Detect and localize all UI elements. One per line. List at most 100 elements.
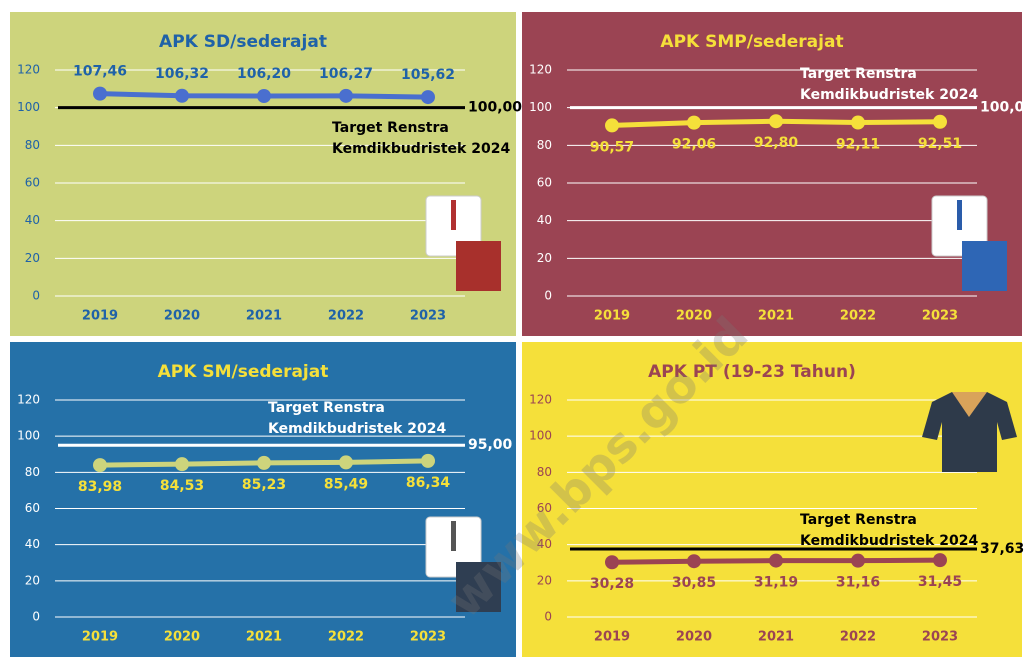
y-tick-label: 0: [544, 610, 552, 624]
data-point: [93, 87, 107, 101]
icon: [451, 200, 456, 230]
y-tick-label: 20: [25, 251, 40, 265]
chart-title: APK SM/sederajat: [158, 362, 329, 382]
y-tick-label: 120: [17, 393, 40, 407]
target-label: 37,63: [980, 541, 1024, 557]
data-point: [851, 554, 865, 568]
y-tick-label: 100: [17, 100, 40, 114]
infographic: APK SD/sederajat 0 20 40 60 80 100 120 100,00 Tar…: [0, 0, 1024, 657]
icon: [451, 521, 456, 551]
data-point: [851, 116, 865, 130]
value-label: 92,51: [918, 136, 962, 152]
data-point: [933, 115, 947, 129]
value-label: 31,16: [836, 575, 880, 591]
y-tick-label: 120: [529, 393, 552, 407]
value-label: 31,45: [918, 574, 962, 590]
y-tick-label: 0: [544, 289, 552, 303]
y-tick-label: 40: [537, 213, 552, 227]
x-tick-label: 2020: [164, 309, 200, 324]
target-text: Target Renstra: [268, 400, 385, 416]
data-point: [687, 116, 701, 130]
y-tick-label: 20: [537, 251, 552, 265]
data-point: [421, 454, 435, 468]
y-tick-label: 20: [25, 573, 40, 587]
x-tick-label: 2021: [758, 309, 794, 324]
icon: [957, 200, 962, 230]
chart-panel: APK SD/sederajat 0 20 40 60 80 100 120 100,00 Tar…: [10, 12, 522, 336]
x-tick-label: 2023: [410, 630, 446, 645]
y-tick-label: 0: [32, 610, 40, 624]
value-label: 85,23: [242, 477, 286, 493]
data-point: [605, 555, 619, 569]
y-tick-label: 100: [17, 429, 40, 443]
data-point: [257, 456, 271, 470]
y-tick-label: 60: [25, 176, 40, 190]
y-tick-label: 80: [537, 138, 552, 152]
y-tick-label: 0: [32, 289, 40, 303]
x-tick-label: 2020: [164, 630, 200, 645]
value-label: 30,85: [672, 575, 716, 591]
data-point: [93, 458, 107, 472]
y-tick-label: 60: [537, 176, 552, 190]
y-tick-label: 120: [17, 63, 40, 77]
value-label: 106,32: [155, 66, 209, 82]
data-point: [257, 89, 271, 103]
x-tick-label: 2021: [246, 309, 282, 324]
target-text: Target Renstra: [800, 66, 917, 82]
y-tick-label: 80: [25, 138, 40, 152]
x-tick-label: 2019: [594, 630, 630, 645]
data-point: [339, 89, 353, 103]
x-tick-label: 2023: [922, 309, 958, 324]
y-tick-label: 80: [25, 465, 40, 479]
value-label: 92,80: [754, 135, 799, 151]
x-tick-label: 2022: [840, 630, 876, 645]
x-tick-label: 2023: [410, 309, 446, 324]
x-tick-label: 2023: [922, 630, 958, 645]
data-point: [933, 553, 947, 567]
chart-panel: APK SM/sederajat 0 20 40 60 80 100 120 95,00 Targ…: [10, 342, 516, 657]
value-label: 83,98: [78, 479, 122, 495]
value-label: 92,06: [672, 137, 716, 153]
x-tick-label: 2019: [82, 630, 118, 645]
target-text: Kemdikbudristek 2024: [268, 421, 446, 437]
page: APK SD/sederajat 0 20 40 60 80 100 120 100,00 Tar…: [0, 0, 1024, 657]
y-tick-label: 40: [25, 213, 40, 227]
data-point: [175, 457, 189, 471]
value-label: 107,46: [73, 64, 127, 80]
target-text: Target Renstra: [332, 120, 449, 136]
x-tick-label: 2022: [840, 309, 876, 324]
value-label: 106,20: [237, 66, 291, 82]
x-tick-label: 2020: [676, 630, 712, 645]
x-tick-label: 2022: [328, 309, 364, 324]
chart-title: APK SMP/sederajat: [660, 32, 843, 52]
value-label: 92,11: [836, 137, 880, 153]
data-point: [769, 554, 783, 568]
y-tick-label: 40: [25, 537, 40, 551]
x-tick-label: 2021: [246, 630, 282, 645]
value-label: 84,53: [160, 478, 204, 494]
y-tick-label: 20: [537, 573, 552, 587]
chart-panel: APK SMP/sederajat020406080100120100,00Ta…: [522, 12, 1024, 336]
panel-background: [522, 12, 1022, 336]
panel-background: [10, 342, 516, 657]
y-tick-label: 120: [529, 63, 552, 77]
value-label: 31,19: [754, 575, 798, 591]
data-point: [605, 118, 619, 132]
y-tick-label: 60: [25, 501, 40, 515]
value-label: 106,27: [319, 66, 373, 82]
panel-background: [10, 12, 516, 336]
x-tick-label: 2021: [758, 630, 794, 645]
data-point: [175, 89, 189, 103]
value-label: 85,49: [324, 476, 368, 492]
value-label: 105,62: [401, 67, 455, 83]
icon: [962, 241, 1007, 291]
data-point: [769, 114, 783, 128]
target-text: Kemdikbudristek 2024: [800, 533, 978, 549]
chart-title: APK SD/sederajat: [159, 32, 327, 52]
x-tick-label: 2019: [594, 309, 630, 324]
target-text: Target Renstra: [800, 512, 917, 528]
target-label: 95,00: [468, 437, 513, 453]
target-label: 100,00: [468, 100, 522, 116]
y-tick-label: 100: [529, 100, 552, 114]
data-point: [421, 90, 435, 104]
